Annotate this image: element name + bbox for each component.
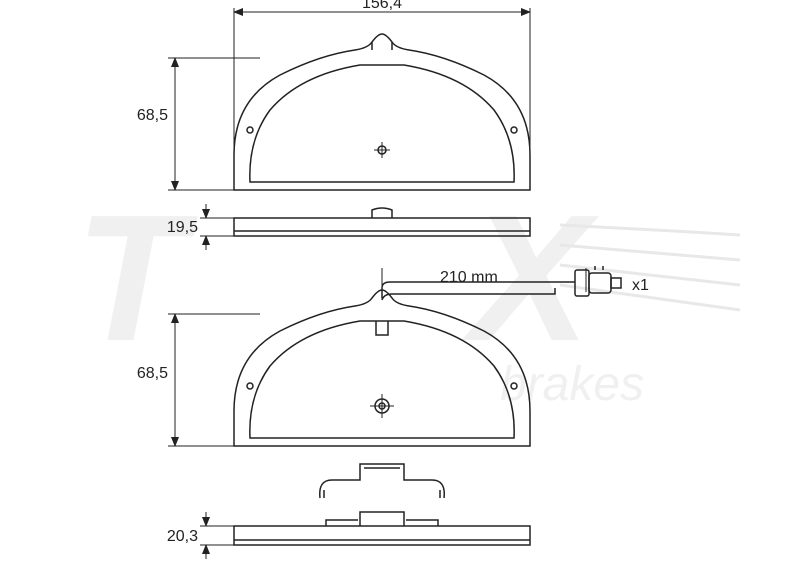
dim-height1: 68,5	[137, 107, 168, 124]
svg-text:T: T	[75, 178, 198, 379]
top-pad-front: 156,4 68,5	[137, 0, 530, 190]
anti-rattle-clip	[320, 464, 445, 498]
dim-thickness2: 20,3	[167, 528, 198, 545]
bottom-pad-side: 20,3	[167, 512, 530, 559]
brake-pad-drawing: T X brakes 156,4 68,5	[0, 0, 786, 583]
dim-wire: 210 mm	[440, 269, 498, 286]
dim-thickness1: 19,5	[167, 219, 198, 236]
watermark-sub: brakes	[500, 358, 644, 411]
dim-height2: 68,5	[137, 365, 168, 382]
connector-count: x1	[632, 277, 649, 294]
dim-width: 156,4	[362, 0, 402, 12]
